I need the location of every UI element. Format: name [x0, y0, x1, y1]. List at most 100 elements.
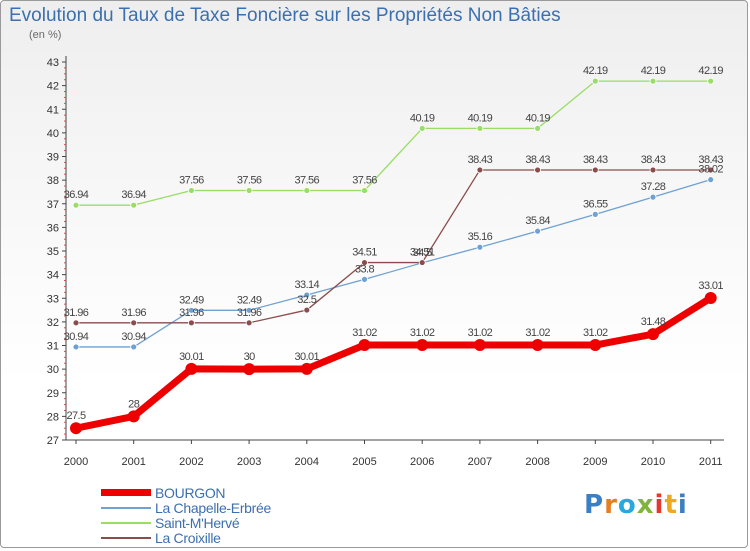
data-label: 33.14: [295, 279, 320, 291]
axes: 27 28 29 30 31 32 33 34 35 36 37 38 39 40 41 42 43 2000 20…: [47, 56, 724, 468]
legend-swatch-bourgon: [101, 489, 151, 496]
data-point: [476, 243, 484, 251]
data-label: 30.94: [64, 331, 89, 343]
legend-swatch-la-chapelle-erbree: [101, 506, 151, 509]
data-label: 42.19: [583, 65, 608, 77]
data-point: [358, 339, 371, 352]
legend-label: La Croixille: [155, 529, 221, 546]
data-label: 36.94: [121, 189, 146, 201]
data-label: 34.51: [352, 247, 377, 259]
data-point: [704, 292, 717, 305]
data-label: 34.5: [413, 247, 432, 259]
data-point: [361, 187, 368, 194]
data-point: [245, 319, 253, 327]
data-label: 38.43: [468, 154, 493, 166]
y-tick-label: 34: [47, 270, 59, 282]
data-point: [476, 166, 484, 174]
data-label: 38.02: [698, 164, 723, 176]
y-tick-label: 38: [47, 175, 59, 187]
data-label: 37.56: [352, 175, 377, 187]
legend-swatch-saint-mherve: [101, 521, 151, 524]
data-label: 30.01: [295, 351, 320, 363]
legend: BOURGON La Chapelle-Erbrée Saint-M'Hervé…: [101, 484, 272, 546]
x-tick-label: 2010: [641, 456, 665, 468]
x-tick-label: 2002: [179, 456, 203, 468]
data-point: [591, 166, 599, 174]
data-label: 32.49: [237, 294, 262, 306]
data-point: [127, 410, 140, 423]
data-label: 38.43: [641, 154, 666, 166]
data-label: 33.01: [698, 280, 723, 292]
y-tick-label: 30: [47, 364, 59, 376]
data-label: 31.96: [179, 307, 204, 319]
legend-item-bourgon: BOURGON: [101, 484, 271, 501]
y-tick-label: 35: [47, 246, 59, 258]
data-point: [531, 339, 544, 352]
data-label: 31.48: [641, 316, 666, 328]
legend-item-la-chapelle-erbree: La Chapelle-Erbrée: [101, 499, 272, 516]
data-point: [649, 77, 657, 85]
y-tick-label: 31: [47, 341, 59, 353]
x-tick-label: 2011: [699, 456, 723, 468]
data-label: 36.55: [583, 198, 608, 210]
data-point: [187, 319, 195, 327]
data-label: 35.84: [525, 215, 550, 227]
data-point: [589, 339, 602, 352]
y-tick-label: 29: [47, 388, 59, 400]
x-tick-label: 2006: [410, 456, 434, 468]
x-tick-label: 2007: [468, 456, 492, 468]
data-point: [534, 124, 541, 132]
data-point: [361, 259, 368, 266]
legend-label: Saint-M'Hervé: [155, 514, 240, 531]
data-label: 34.51: [410, 247, 435, 259]
data-point: [187, 187, 195, 194]
data-point: [245, 306, 253, 314]
data-point: [130, 201, 138, 209]
data-point: [303, 291, 311, 299]
data-label: 31.02: [410, 327, 435, 339]
legend-label: La Chapelle-Erbrée: [155, 499, 272, 516]
data-label: 33.8: [355, 263, 374, 275]
data-point: [303, 187, 311, 194]
data-label: 40.19: [410, 112, 435, 124]
chart-title: Evolution du Taux de Taxe Foncière sur l…: [9, 5, 561, 26]
data-point: [707, 77, 715, 85]
data-label: 37.56: [237, 175, 262, 187]
data-label: 31.96: [121, 307, 146, 319]
data-point: [534, 227, 541, 235]
data-point: [416, 339, 429, 352]
y-axis-label: (en %): [29, 29, 62, 41]
data-label: 31.02: [352, 327, 377, 339]
data-label: 30.01: [179, 351, 204, 363]
data-label: 36.94: [64, 189, 89, 201]
data-label: 31.02: [583, 327, 608, 339]
data-label: 37.28: [641, 181, 666, 193]
data-label: 30: [244, 351, 256, 363]
data-point: [591, 210, 599, 218]
data-point: [649, 166, 657, 174]
data-point: [300, 362, 313, 375]
y-tick-label: 27: [47, 435, 59, 447]
data-point: [476, 124, 484, 132]
data-point: [591, 77, 599, 85]
x-tick-label: 2009: [583, 456, 607, 468]
legend-swatch-la-croixille: [101, 536, 151, 539]
y-tick-label: 32: [47, 317, 59, 329]
series-line-0: [72, 294, 715, 432]
x-tick-label: 2008: [525, 456, 549, 468]
legend-label: BOURGON: [155, 484, 226, 501]
series-line-2: [75, 80, 712, 206]
series-line-1: [75, 179, 712, 348]
legend-item-la-croixille: La Croixille: [101, 529, 271, 546]
x-tick-label: 2005: [352, 456, 376, 468]
data-label: 27.5: [66, 410, 85, 422]
data-label: 38.43: [525, 154, 550, 166]
data-point: [707, 166, 715, 174]
series-line-3: [75, 169, 712, 324]
data-point: [130, 343, 138, 351]
data-label: 28: [128, 398, 140, 410]
data-point: [303, 306, 311, 314]
data-point: [361, 275, 368, 283]
data-label: 31.02: [525, 327, 550, 339]
